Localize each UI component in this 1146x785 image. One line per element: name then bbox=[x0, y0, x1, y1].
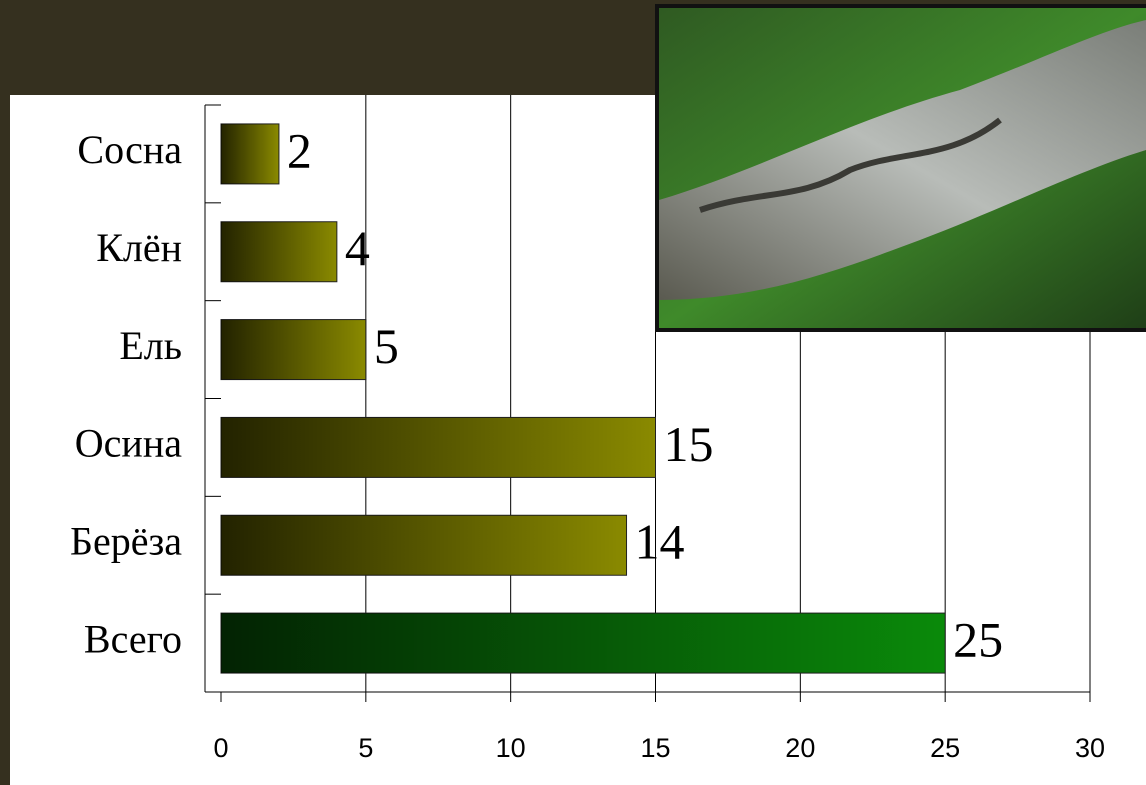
bar-shade bbox=[221, 417, 656, 477]
category-label: Берёза bbox=[70, 518, 182, 563]
value-label: 25 bbox=[953, 612, 1003, 668]
category-label: Ель bbox=[119, 323, 182, 368]
value-label: 2 bbox=[287, 122, 312, 178]
x-tick-label: 20 bbox=[785, 733, 815, 763]
photo bbox=[655, 4, 1146, 332]
bar-shade bbox=[221, 515, 627, 575]
value-label: 5 bbox=[374, 318, 399, 374]
bar-shade bbox=[221, 124, 279, 184]
category-label: Всего bbox=[84, 616, 182, 661]
x-tick-label: 25 bbox=[930, 733, 960, 763]
category-label: Осина bbox=[75, 421, 182, 466]
x-tick-label: 30 bbox=[1075, 733, 1105, 763]
value-label: 14 bbox=[635, 514, 685, 570]
category-label: Клён bbox=[96, 225, 182, 270]
x-tick-label: 5 bbox=[358, 733, 373, 763]
value-label: 4 bbox=[345, 220, 370, 276]
slide: 0 5 10 15 20 25 30 2 Сосна 4 Клён 5 Ель 15 Осина 14 Берё… bbox=[0, 0, 1146, 785]
x-tick-label: 15 bbox=[640, 733, 670, 763]
x-tick-label: 0 bbox=[213, 733, 228, 763]
x-tick-label: 10 bbox=[496, 733, 526, 763]
category-label: Сосна bbox=[77, 127, 182, 172]
bar-shade bbox=[221, 613, 945, 673]
bar-shade bbox=[221, 320, 366, 380]
bar-shade bbox=[221, 222, 337, 282]
value-label: 15 bbox=[664, 416, 714, 472]
